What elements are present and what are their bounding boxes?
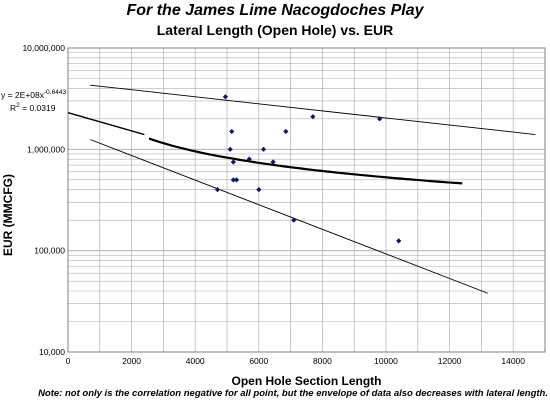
- data-point: [222, 94, 229, 100]
- y-tick-label: 1,000,000: [27, 144, 65, 154]
- data-point: [396, 238, 402, 244]
- plot-area: [67, 47, 546, 353]
- x-tick-label: 0: [66, 356, 71, 366]
- chart-subtitle: Lateral Length (Open Hole) vs. EUR: [156, 22, 394, 38]
- envelope-upper-line: [90, 84, 536, 135]
- x-tick-label: 12000: [438, 356, 462, 366]
- x-tick-label: 6000: [249, 356, 268, 366]
- data-point: [227, 146, 233, 152]
- data-point: [310, 114, 316, 120]
- data-point: [283, 128, 289, 135]
- x-tick-label: 8000: [313, 356, 332, 366]
- x-tick-label: 10000: [374, 356, 398, 366]
- y-tick-label: 10,000: [39, 347, 65, 357]
- y-tick-label: 100,000: [34, 246, 65, 256]
- x-tick-label: 2000: [122, 356, 141, 366]
- data-point: [256, 187, 262, 193]
- y-tick-label: 10,000,000: [22, 43, 65, 53]
- data-point: [260, 146, 267, 152]
- x-tick-label: 4000: [186, 356, 205, 366]
- chart-title: For the James Lime Nacogdoches Play: [126, 2, 424, 19]
- grid: [68, 48, 545, 352]
- footnote: Note: not only is the correlation negati…: [38, 388, 548, 399]
- power-trendline: [148, 137, 463, 185]
- trendline-lead-segment: [67, 112, 145, 136]
- trendline-equation: y = 2E+08x-0.6443: [1, 89, 66, 100]
- data-point: [246, 156, 252, 162]
- data-point: [233, 177, 240, 183]
- data-point: [230, 159, 236, 165]
- data-point: [229, 128, 235, 135]
- data-point: [291, 217, 297, 223]
- data-point: [214, 187, 221, 193]
- envelope-lower-line: [90, 139, 488, 294]
- trendline-r-squared: R2 = 0.0319: [10, 102, 56, 113]
- data-point: [377, 116, 383, 122]
- x-axis-label: Open Hole Section Length: [231, 374, 381, 388]
- y-axis-label: EUR (MMCFG): [1, 174, 15, 256]
- data-point: [230, 177, 236, 183]
- data-point: [270, 159, 276, 165]
- x-tick-label: 14000: [501, 356, 525, 366]
